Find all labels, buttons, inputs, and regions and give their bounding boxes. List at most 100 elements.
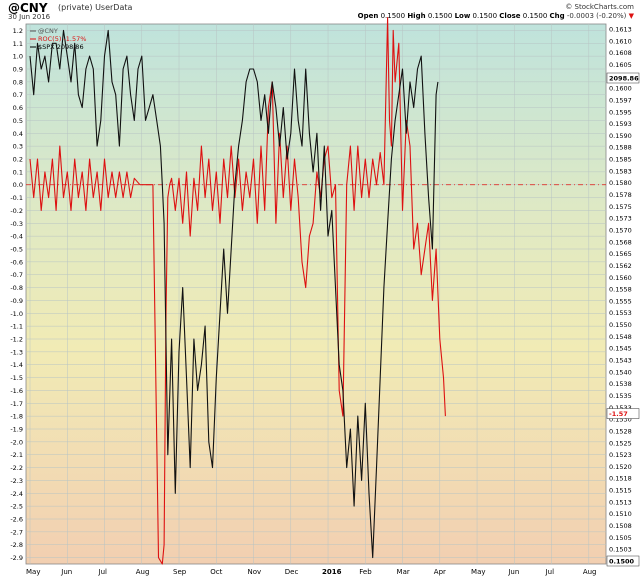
chart-date: 30 Jun 2016	[8, 13, 51, 21]
right-tick-label: 0.1580	[609, 179, 632, 187]
high-value: 0.1500	[427, 12, 453, 20]
right-tick-label: 0.1548	[609, 333, 632, 341]
left-tick-label: -1.2	[10, 336, 23, 344]
open-value: 0.1500	[380, 12, 406, 20]
right-tick-label: 0.1525	[609, 439, 632, 447]
left-tick-label: 0.7	[13, 91, 23, 99]
right-tick-label: 0.1518	[609, 475, 632, 483]
series-line-0	[29, 17, 446, 565]
left-axis: 1.2 1.1 1.0 0.9 0.8 0.7 0.6 0.5 0.4 0.3 0.2 0.1 0.0 -…	[10, 27, 23, 562]
legend-entry: ROC(5) -1.57%	[38, 35, 86, 43]
left-tick-label: 0.2	[13, 156, 23, 164]
brand-label[interactable]: © StockCharts.com	[565, 3, 634, 11]
right-tick-label: 0.1553	[609, 309, 632, 317]
right-tick-label: 0.1510	[609, 510, 632, 518]
roc-price-tag: -1.57	[609, 410, 628, 418]
x-tick-label: Jul	[545, 568, 555, 576]
left-tick-label: -2.2	[10, 464, 23, 472]
grid-lines	[26, 24, 606, 564]
left-tick-label: -0.9	[10, 297, 23, 305]
legend-entry: $SPX 2098.86	[38, 43, 84, 51]
right-tick-label: 0.1513	[609, 498, 632, 506]
left-tick-label: 1.0	[13, 53, 23, 61]
left-tick-label: -2.4	[10, 490, 23, 498]
right-tick-label: 0.1605	[609, 61, 632, 69]
right-tick-label: 0.1593	[609, 120, 632, 128]
quote-line: Open 0.1500 High 0.1500 Low 0.1500 Close…	[358, 12, 634, 20]
right-tick-label: 0.1568	[609, 238, 632, 246]
x-tick-label: Jun	[507, 568, 519, 576]
left-tick-label: -0.5	[10, 246, 23, 254]
left-tick-label: -1.3	[10, 348, 23, 356]
x-tick-label: Sep	[173, 568, 187, 576]
open-label: Open	[357, 12, 379, 20]
down-arrow-icon: ▼	[628, 12, 634, 20]
x-tick-label: Nov	[248, 568, 262, 576]
low-value: 0.1500	[472, 12, 498, 20]
right-tick-label: 0.1528	[609, 427, 632, 435]
left-tick-label: -0.2	[10, 207, 23, 215]
roc-price-tag-box	[606, 408, 640, 419]
spx-price-tag: 2098.86	[609, 75, 639, 83]
right-tick-label: 0.1558	[609, 286, 632, 294]
right-tick-label: 0.1600	[609, 85, 632, 93]
left-tick-label: -1.5	[10, 374, 23, 382]
left-tick-label: -2.5	[10, 503, 23, 511]
x-tick-label: Aug	[583, 568, 597, 576]
right-tick-label: 0.1533	[609, 404, 632, 412]
legend-entry: @CNY	[38, 27, 58, 35]
last-price-tag-box	[606, 555, 640, 567]
left-tick-label: 0.6	[13, 104, 23, 112]
left-tick-label: -0.4	[10, 233, 23, 241]
left-tick-label: -2.9	[10, 554, 23, 562]
left-tick-label: -1.6	[10, 387, 23, 395]
left-tick-label: 0.4	[13, 130, 23, 138]
x-tick-label: Jul	[98, 568, 108, 576]
left-tick-label: 0.1	[13, 168, 23, 176]
x-tick-label: Feb	[359, 568, 372, 576]
right-tick-label: 0.1590	[609, 132, 632, 140]
right-tick-label: 0.1597	[609, 96, 632, 104]
x-tick-label: 2016	[322, 568, 342, 576]
x-tick-label: Jun	[60, 568, 72, 576]
right-tick-label: 0.1555	[609, 297, 632, 305]
right-tick-label: 0.1610	[609, 37, 632, 45]
left-tick-label: -2.0	[10, 438, 23, 446]
close-label: Close	[499, 12, 521, 20]
last-price-tag: 0.1500	[609, 558, 635, 566]
price-tags: 2098.86 -1.57 0.1500	[606, 72, 640, 567]
right-tick-label: 0.1578	[609, 191, 632, 199]
right-tick-label: 0.1588	[609, 144, 632, 152]
right-tick-label: 0.1543	[609, 357, 632, 365]
left-tick-label: -2.6	[10, 516, 23, 524]
right-tick-label: 0.1570	[609, 226, 632, 234]
right-tick-label: 0.1545	[609, 345, 632, 353]
right-tick-label: 0.1608	[609, 49, 632, 57]
left-tick-label: 0.5	[13, 117, 23, 125]
x-tick-label: Aug	[136, 568, 150, 576]
left-tick-label: -1.4	[10, 361, 23, 369]
left-tick-label: 0.9	[13, 66, 23, 74]
left-tick-label: -0.8	[10, 284, 23, 292]
left-tick-label: 0.0	[13, 181, 23, 189]
left-tick-label: -1.1	[10, 323, 23, 331]
x-tick-label: Oct	[210, 568, 222, 576]
left-tick-label: -2.8	[10, 541, 23, 549]
x-tick-label: May	[26, 568, 40, 576]
left-tick-label: 1.2	[13, 27, 23, 35]
right-tick-label: 0.1515	[609, 487, 632, 495]
right-tick-label: 0.1540	[609, 368, 632, 376]
right-axis: 0.16130.16100.16080.16050.16030.16000.15…	[609, 26, 632, 566]
x-tick-label: May	[471, 568, 485, 576]
left-tick-label: -1.9	[10, 426, 23, 434]
right-tick-label: 0.1523	[609, 451, 632, 459]
left-tick-label: 0.8	[13, 78, 23, 86]
right-tick-label: 0.1585	[609, 156, 632, 164]
close-value: 0.1500	[522, 12, 548, 20]
left-tick-label: 1.1	[13, 40, 23, 48]
right-tick-label: 0.1535	[609, 392, 632, 400]
right-tick-label: 0.1520	[609, 463, 632, 471]
high-label: High	[407, 12, 426, 20]
